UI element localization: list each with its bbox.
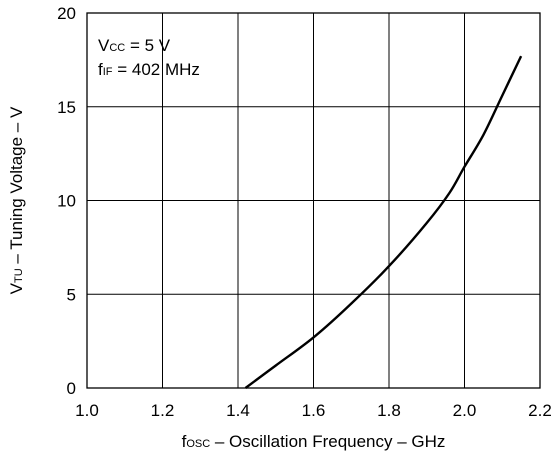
annotation-fif-rest: = 402 MHz <box>113 60 200 79</box>
x-tick-label: 2.2 <box>528 401 552 420</box>
x-axis-label: fOSC – Oscillation Frequency – GHz <box>182 432 446 451</box>
annotation-fif: fIF = 402 MHz <box>98 60 200 79</box>
y-tick-labels: 0 5 10 15 20 <box>57 4 76 398</box>
x-axis-label-sub: OSC <box>186 438 210 450</box>
grid <box>87 13 540 388</box>
x-tick-label: 1.6 <box>302 401 326 420</box>
y-tick-label: 20 <box>57 4 76 23</box>
x-tick-label: 1.0 <box>75 401 99 420</box>
x-tick-label: 1.4 <box>226 401 250 420</box>
annotation-vcc-rest: = 5 V <box>125 36 171 55</box>
plot-frame <box>86 12 541 389</box>
y-axis-label-rest: – Tuning Voltage – V <box>7 106 26 268</box>
annotation-fif-main: f <box>98 60 103 79</box>
series <box>244 55 523 389</box>
y-tick-label: 0 <box>67 379 76 398</box>
annotation-vcc-main: V <box>98 36 110 55</box>
y-axis-label-main: V <box>7 282 26 294</box>
x-tick-label: 2.0 <box>453 401 477 420</box>
annotation-vcc: VCC = 5 V <box>98 36 171 55</box>
x-tick-label: 1.8 <box>377 401 401 420</box>
x-tick-label: 1.2 <box>151 401 175 420</box>
y-tick-label: 5 <box>67 285 76 304</box>
y-tick-label: 10 <box>57 192 76 211</box>
annotation-vcc-sub: CC <box>109 42 125 54</box>
x-axis-label-rest: – Oscillation Frequency – GHz <box>210 432 445 451</box>
y-axis-label: VTU – Tuning Voltage – V <box>7 106 26 294</box>
y-axis-label-sub: TU <box>13 268 25 283</box>
x-tick-labels: 1.0 1.2 1.4 1.6 1.8 2.0 2.2 <box>75 401 552 420</box>
y-tick-label: 15 <box>57 98 76 117</box>
annotation-fif-sub: IF <box>103 66 113 78</box>
series-line <box>244 55 523 389</box>
x-axis-label-main: f <box>182 432 187 451</box>
